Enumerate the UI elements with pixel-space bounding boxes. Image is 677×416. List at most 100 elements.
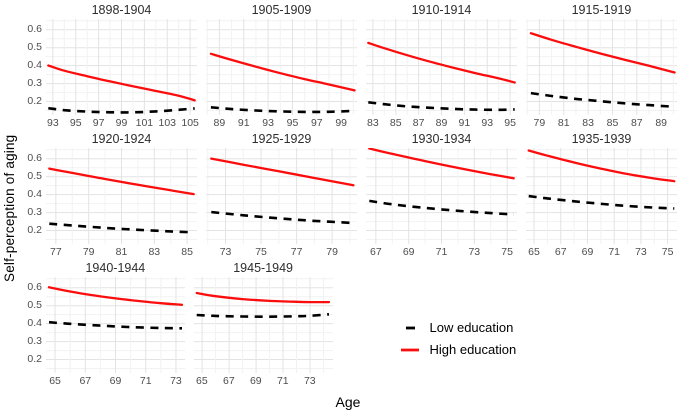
x-axis-tick-labels: 83 85 87 89 91 93 95 bbox=[366, 115, 517, 132]
x-tick-label: 83 bbox=[148, 246, 161, 258]
panel-canvas bbox=[193, 277, 333, 373]
x-axis-tick-labels: 79 81 83 85 87 89 bbox=[526, 115, 677, 132]
x-tick-label: 67 bbox=[370, 246, 382, 258]
panel-canvas bbox=[526, 19, 677, 115]
x-tick-label: 83 bbox=[582, 117, 594, 129]
high-education-line bbox=[210, 157, 355, 187]
panel-plot-area bbox=[366, 19, 517, 115]
x-tick-label: 65 bbox=[196, 375, 208, 387]
x-tick-label: 101 bbox=[135, 117, 154, 129]
y-axis-title: Self-perception of aging bbox=[2, 134, 17, 282]
x-tick-label: 75 bbox=[255, 246, 267, 258]
high-education-line bbox=[195, 291, 330, 304]
x-tick-label: 73 bbox=[635, 246, 647, 258]
facet-row-1: 0.2 0.3 0.4 0.5 0.6 1898-1904 93 95 97 99 101 103… bbox=[19, 3, 677, 132]
x-tick-label: 73 bbox=[303, 375, 316, 387]
y-tick-label: 0.2 bbox=[27, 224, 42, 237]
x-axis-tick-labels: 77 79 81 83 85 bbox=[46, 244, 197, 261]
x-tick-label: 95 bbox=[69, 117, 82, 129]
panel-canvas bbox=[46, 277, 185, 373]
x-tick-label: 65 bbox=[528, 246, 540, 258]
facet-panel: 1905-1909 89 91 93 95 97 99 bbox=[206, 3, 357, 132]
low-education-line bbox=[49, 222, 194, 234]
x-tick-label: 87 bbox=[630, 117, 643, 129]
high-education-line bbox=[368, 148, 515, 180]
facet-title: 1935-1939 bbox=[571, 132, 632, 146]
x-tick-label: 75 bbox=[661, 246, 674, 258]
facet-title: 1915-1919 bbox=[571, 3, 632, 17]
x-axis-tick-labels: 89 91 93 95 97 99 bbox=[206, 115, 357, 132]
low-education-line bbox=[530, 91, 675, 108]
high-education-line bbox=[367, 41, 516, 84]
x-tick-label: 93 bbox=[262, 117, 274, 129]
x-axis-tick-labels: 93 95 97 99 101 103 105 bbox=[46, 115, 199, 132]
x-tick-label: 69 bbox=[109, 375, 122, 387]
low-education-line bbox=[196, 313, 329, 319]
low-education-line bbox=[368, 101, 515, 112]
x-tick-label: 97 bbox=[92, 117, 105, 129]
x-tick-label: 69 bbox=[402, 246, 415, 258]
panel-canvas bbox=[46, 19, 197, 115]
high-education-line bbox=[529, 32, 676, 74]
facet-row-2-panels: 1920-1924 77 79 81 83 85 1925-1929 73 75 77 79 … bbox=[46, 132, 677, 261]
x-axis-title-row: Age bbox=[19, 390, 677, 414]
facet-row-2: 0.2 0.3 0.4 0.5 0.6 1920-1924 77 79 81 83 85 192… bbox=[19, 132, 677, 261]
x-tick-label: 89 bbox=[435, 117, 448, 129]
y-axis-tick-labels: 0.2 0.3 0.4 0.5 0.6 bbox=[19, 3, 46, 132]
x-tick-label: 85 bbox=[606, 117, 619, 129]
low-education-line bbox=[210, 106, 355, 114]
y-tick-label: 0.3 bbox=[27, 77, 42, 90]
y-tick-label: 0.2 bbox=[27, 95, 42, 108]
facet-panel: 1925-1929 73 75 77 79 bbox=[206, 132, 357, 261]
x-tick-label: 85 bbox=[389, 117, 402, 129]
low-education-line bbox=[48, 320, 183, 330]
x-tick-label: 71 bbox=[276, 375, 289, 387]
panel-plot-area bbox=[46, 148, 197, 244]
x-tick-label: 99 bbox=[335, 117, 347, 129]
y-tick-label: 0.5 bbox=[27, 299, 42, 312]
panel-canvas bbox=[526, 148, 677, 244]
facet-panel: 1930-1934 67 69 71 73 75 bbox=[366, 132, 517, 261]
x-tick-label: 75 bbox=[501, 246, 513, 258]
x-axis-tick-labels: 65 67 69 71 73 75 bbox=[526, 244, 677, 261]
x-axis-tick-labels: 65 67 69 71 73 bbox=[194, 373, 333, 390]
facet-panel: 1945-1949 65 67 69 71 73 bbox=[193, 261, 333, 390]
x-tick-label: 69 bbox=[581, 246, 594, 258]
panel-plot-area bbox=[46, 277, 185, 373]
facet-row-3-panels: 1940-1944 65 67 69 71 73 1945-1949 65 67 69 71 7… bbox=[46, 261, 677, 390]
x-tick-label: 65 bbox=[49, 375, 61, 387]
facet-panel: 1935-1939 65 67 69 71 73 75 bbox=[526, 132, 677, 261]
x-tick-label: 77 bbox=[290, 246, 303, 258]
x-tick-label: 79 bbox=[82, 246, 95, 258]
x-tick-label: 73 bbox=[219, 246, 232, 258]
x-tick-label: 67 bbox=[222, 375, 235, 387]
y-tick-label: 0.4 bbox=[27, 188, 42, 201]
facet-title: 1945-1949 bbox=[233, 261, 294, 275]
panel-canvas bbox=[206, 19, 357, 115]
x-tick-label: 69 bbox=[249, 375, 262, 387]
panel-canvas bbox=[366, 148, 517, 244]
y-tick-label: 0.6 bbox=[27, 152, 42, 165]
x-tick-label: 71 bbox=[435, 246, 448, 258]
legend-item-high-education: High education bbox=[400, 342, 517, 357]
facet-panel: 1910-1914 83 85 87 89 91 93 95 bbox=[366, 3, 517, 132]
facet-title: 1905-1909 bbox=[251, 3, 312, 17]
high-education-line bbox=[527, 149, 676, 183]
panel-plot-area bbox=[193, 277, 333, 373]
x-tick-label: 99 bbox=[115, 117, 128, 129]
panel-plot-area bbox=[206, 148, 357, 244]
facet-panel: 1940-1944 65 67 69 71 73 bbox=[46, 261, 185, 390]
x-tick-label: 95 bbox=[286, 117, 299, 129]
y-tick-label: 0.4 bbox=[27, 59, 42, 72]
x-tick-label: 71 bbox=[139, 375, 152, 387]
y-tick-label: 0.4 bbox=[27, 317, 42, 330]
legend-label-high-education: High education bbox=[429, 342, 517, 357]
low-education-line bbox=[369, 199, 514, 216]
x-tick-label: 67 bbox=[554, 246, 567, 258]
facet-title: 1925-1929 bbox=[251, 132, 312, 146]
y-tick-label: 0.5 bbox=[27, 170, 42, 183]
x-axis-title: Age bbox=[335, 394, 361, 410]
high-education-line bbox=[48, 167, 195, 196]
x-tick-label: 77 bbox=[50, 246, 62, 258]
